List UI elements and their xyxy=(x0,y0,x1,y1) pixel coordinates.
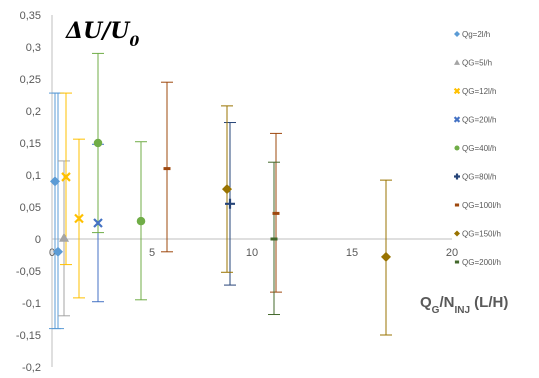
data-point xyxy=(61,172,71,182)
x-tick-label: 15 xyxy=(346,247,358,259)
legend-marker xyxy=(454,173,460,180)
data-point xyxy=(74,213,84,224)
legend-label: QG=20l/h xyxy=(462,116,496,125)
legend-marker xyxy=(454,59,460,65)
legend-label: QG=80l/h xyxy=(462,173,496,182)
legend: Qg=2l/h QG=5l/h QG=12l/h QG=20l/h QG=40l/h QG… xyxy=(453,30,501,267)
data-point xyxy=(50,176,60,187)
y-tick-label: -0,2 xyxy=(22,362,41,374)
error-bars xyxy=(49,52,392,336)
y-tick-label: 0,35 xyxy=(20,10,41,22)
x-tick-label: 0 xyxy=(49,247,55,259)
data-point xyxy=(93,218,103,228)
data-point xyxy=(59,232,69,242)
legend-marker xyxy=(454,260,460,264)
y-tick-label: 0,05 xyxy=(20,202,41,214)
y-tick-label: -0,1 xyxy=(22,298,41,310)
legend-label: QG=12l/h xyxy=(462,87,496,96)
y-tick-label: -0,15 xyxy=(16,330,41,342)
data-point xyxy=(163,167,171,171)
y-tick-labels: 0,35 0,3 0,25 0,2 0,15 0,1 0,05 0 -0,05 -0,1 -0,15… xyxy=(16,10,41,374)
data-point xyxy=(381,251,391,262)
x-tick-labels: 0 5 10 15 20 xyxy=(49,247,458,259)
y-tick-label: 0,3 xyxy=(26,42,41,54)
y-tick-label: -0,05 xyxy=(16,266,41,278)
data-point xyxy=(272,211,280,215)
data-point xyxy=(270,237,278,241)
x-tick-label: 10 xyxy=(246,247,258,259)
legend-marker xyxy=(453,87,461,95)
data-point xyxy=(136,216,146,226)
legend-label: QG=150l/h xyxy=(462,230,501,239)
y-tick-label: 0 xyxy=(35,234,41,246)
y-tick-label: 0,15 xyxy=(20,138,41,150)
legend-label: QG=5l/h xyxy=(462,59,492,68)
x-tick-label: 5 xyxy=(149,247,155,259)
legend-label: QG=200l/h xyxy=(462,258,501,267)
legend-label: QG=100l/h xyxy=(462,201,501,210)
legend-label: QG=40l/h xyxy=(462,144,496,153)
data-markers xyxy=(50,138,391,262)
y-tick-label: 0,25 xyxy=(20,74,41,86)
legend-label: Qg=2l/h xyxy=(462,30,490,39)
legend-marker xyxy=(454,145,460,151)
x-tick-label: 20 xyxy=(446,247,458,259)
legend-marker xyxy=(453,116,461,123)
data-point xyxy=(93,138,103,148)
y-tick-label: 0,1 xyxy=(26,170,41,182)
x-axis-label: QG/NINJ (L/H) xyxy=(420,294,508,316)
data-point xyxy=(225,198,235,209)
data-point xyxy=(222,184,232,195)
legend-marker xyxy=(454,31,460,37)
chart-title: ΔU/U0 xyxy=(65,18,139,50)
legend-marker xyxy=(454,203,460,207)
axes xyxy=(51,15,452,367)
y-tick-label: 0,2 xyxy=(26,106,41,118)
legend-marker xyxy=(454,230,460,237)
data-point xyxy=(53,246,63,257)
